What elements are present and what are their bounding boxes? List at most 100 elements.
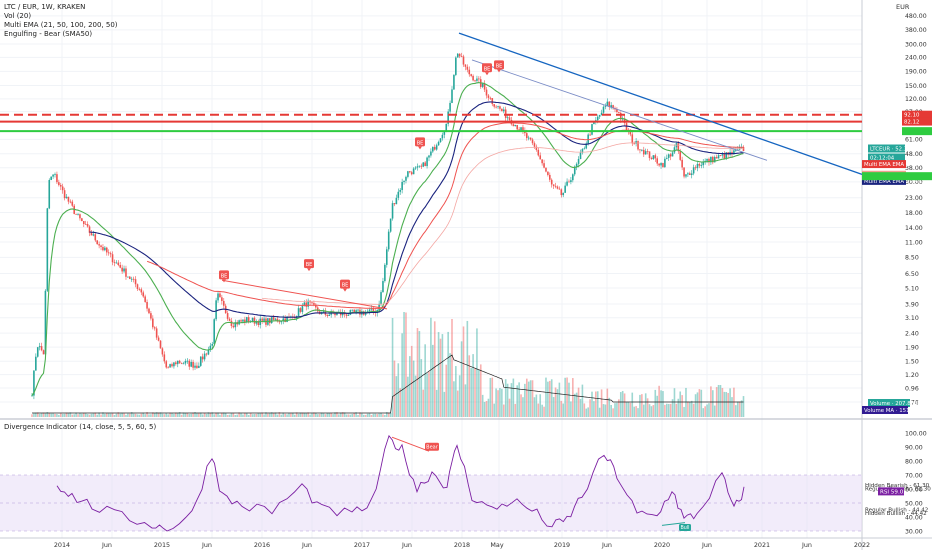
rsi-axis-tick: 100.00 [905, 430, 927, 437]
candle-body [355, 310, 357, 313]
volume-bar [483, 401, 486, 417]
volume-bar [59, 413, 62, 417]
candle-body [665, 157, 668, 159]
volume-bar [560, 400, 563, 417]
volume-bar [284, 413, 286, 417]
candle-body [234, 322, 237, 328]
candle-body [470, 74, 472, 76]
engulfing-indicator-label[interactable]: Engulfing - Bear (SMA50) [4, 30, 93, 38]
volume-bar [269, 413, 271, 417]
candle-body [132, 278, 135, 280]
volume-bar [616, 402, 618, 417]
volume-bar [435, 389, 438, 417]
candle-body [537, 149, 540, 156]
candle-body [577, 159, 580, 164]
volume-bar [370, 414, 373, 417]
candle-body [171, 364, 173, 367]
volume-bar [253, 414, 256, 417]
candle-body [462, 56, 465, 65]
volume-bar [717, 384, 720, 417]
candle-body [211, 343, 214, 346]
candle-body [416, 166, 419, 168]
volume-bar [690, 400, 693, 417]
volume-bar [361, 413, 363, 417]
price-axis-tick: 1.20 [905, 372, 919, 379]
candle-body [88, 226, 91, 233]
time-axis-label: 2022 [854, 541, 870, 549]
candle-body [685, 174, 687, 177]
volume-bar [614, 403, 616, 417]
volume-bar [391, 317, 394, 417]
candle-body [635, 141, 637, 144]
volume-bar [441, 334, 444, 417]
candle-body [562, 192, 565, 196]
volume-bar [575, 392, 578, 417]
volume-bar [698, 389, 701, 417]
candle-body [489, 97, 492, 99]
candle-body [629, 131, 632, 135]
candle-body [146, 301, 148, 309]
volume-bar [472, 354, 474, 417]
engulfing-marker-label: BE [342, 283, 349, 289]
price-axis-tick: 0.76 [905, 399, 919, 406]
volume-bar [481, 394, 484, 417]
candle-body [217, 293, 219, 301]
candle-body [428, 155, 430, 158]
time-axis-label: 2021 [754, 541, 770, 549]
volume-bar [280, 414, 283, 417]
candle-body [84, 223, 87, 225]
candle-body [322, 311, 325, 313]
volume-bar [451, 319, 453, 417]
candle-body [575, 163, 578, 167]
price-axis-tick: 0.96 [905, 385, 919, 392]
volume-bar [428, 371, 430, 417]
candle-body [414, 167, 417, 169]
volume-bar [42, 412, 45, 417]
candle-body [618, 112, 620, 113]
candle-body [407, 171, 409, 177]
price-axis-tick: 11.00 [905, 239, 923, 246]
volume-bar [355, 412, 357, 417]
candle-body [690, 173, 693, 175]
volume-bar [142, 412, 145, 417]
price-axis-tick: 3.90 [905, 301, 919, 308]
candle-body [552, 184, 555, 186]
volume-bar [163, 414, 166, 417]
volume-bar [704, 406, 706, 417]
candle-body [600, 112, 603, 116]
candle-body [735, 150, 737, 151]
divergence-indicator-label[interactable]: Divergence Indicator (14, close, 5, 5, 6… [4, 423, 157, 431]
volume-indicator-label[interactable]: Vol (20) [4, 12, 32, 20]
volume-bar [54, 413, 56, 417]
candle-body [608, 101, 611, 108]
candle-body [280, 321, 283, 323]
volume-bar [288, 413, 290, 417]
candle-body [566, 181, 568, 186]
volume-bar [660, 390, 662, 417]
volume-bar [144, 414, 146, 417]
candle-body [570, 180, 572, 183]
volume-bar [604, 404, 607, 417]
candle-body [598, 115, 601, 117]
volume-bar [556, 389, 559, 417]
volume-bar [412, 360, 415, 417]
candle-body [723, 154, 726, 159]
candle-body [742, 147, 745, 151]
volume-bar [165, 413, 168, 417]
volume-bar [152, 412, 154, 417]
volume-bar [186, 413, 189, 417]
candle-body [148, 308, 150, 314]
volume-bar [591, 391, 593, 417]
bear-divergence-line [391, 436, 430, 452]
candle-body [165, 361, 168, 368]
volume-bar [209, 412, 212, 417]
volume-bar [36, 412, 39, 417]
ema-indicator-label[interactable]: Multi EMA (21, 50, 100, 200, 50) [4, 21, 118, 29]
candle-body [495, 106, 497, 108]
price-axis-tick: 120.00 [905, 96, 927, 103]
volume-bar [738, 401, 741, 417]
volume-bar [414, 375, 417, 417]
symbol-title[interactable]: LTC / EUR, 1W, KRAKEN [4, 3, 86, 11]
volume-bar [213, 414, 215, 417]
